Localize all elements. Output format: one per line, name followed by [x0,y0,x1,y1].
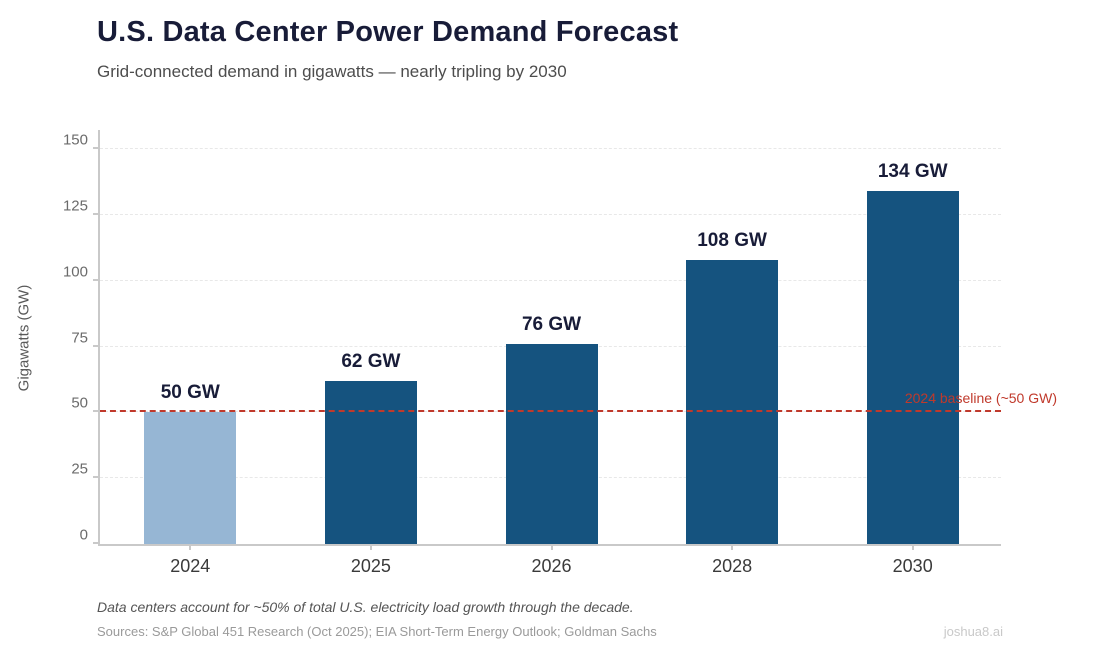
gridline-100 [100,279,1001,281]
x-tick-mark-2026 [550,544,553,550]
footnote: Data centers account for ~50% of total U… [97,599,634,615]
x-tick-mark-2030 [911,544,914,550]
chart-title: U.S. Data Center Power Demand Forecast [97,16,679,48]
y-axis-title: Gigawatts (GW) [15,284,33,392]
y-tick-mark-50 [93,410,100,413]
bar-2024 [144,412,237,544]
watermark: joshua8.ai [943,624,1003,639]
y-tick-label-150: 150 [62,131,88,149]
y-tick-label-125: 125 [62,197,88,215]
bar-value-label-2026: 76 GW [521,313,582,335]
x-tick-label-2024: 2024 [170,556,211,576]
y-tick-mark-150 [93,147,100,150]
x-tick-mark-2028 [731,544,734,550]
plot-area: 0 25 50 75 100 125 150 50 GW 2024 62 GW 2025 76 GW 2… [63,130,1057,576]
sources: Sources: S&P Global 451 Research (Oct 20… [97,624,657,639]
y-tick-label-50: 50 [71,394,88,412]
y-tick-mark-75 [93,344,100,347]
x-tick-mark-2025 [369,544,372,550]
y-tick-mark-125 [93,212,100,215]
source-row: Sources: S&P Global 451 Research (Oct 20… [97,624,1003,639]
x-tick-mark-2024 [189,544,192,550]
baseline-line [100,410,1001,413]
y-tick-mark-0 [93,542,100,544]
y-tick-label-75: 75 [71,329,88,347]
bar-value-label-2028: 108 GW [697,229,767,251]
bar-value-label-2024: 50 GW [160,382,220,404]
baseline-label: 2024 baseline (~50 GW) [904,390,1057,407]
bar-2026 [505,343,598,544]
gridline-125 [100,213,1001,215]
bar-2028 [686,259,779,544]
y-tick-label-100: 100 [62,263,88,281]
gridline-150 [100,148,1001,150]
chart-subtitle: Grid-connected demand in gigawatts — nea… [97,62,567,81]
y-tick-label-0: 0 [79,526,88,544]
bar-2025 [324,380,417,544]
y-tick-mark-100 [93,278,100,281]
x-tick-label-2030: 2030 [892,556,933,576]
y-tick-label-25: 25 [71,460,88,478]
bar-value-label-2025: 62 GW [341,350,401,372]
y-tick-mark-25 [93,476,100,479]
bar-value-label-2030: 134 GW [877,161,948,183]
x-tick-label-2026: 2026 [531,556,572,576]
x-tick-label-2028: 2028 [712,556,753,576]
x-tick-label-2025: 2025 [350,556,391,576]
bar-2030 [866,191,959,544]
